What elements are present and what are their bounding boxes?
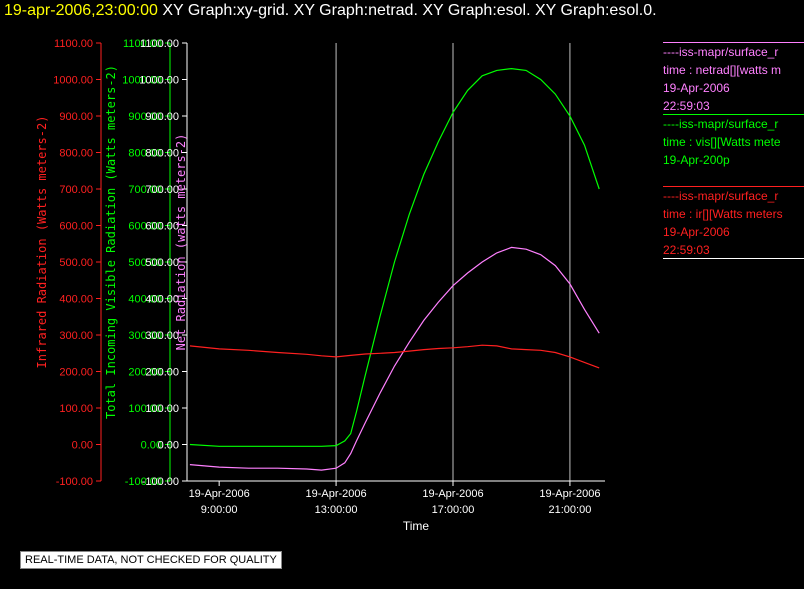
legend-netrad: ----iss-mapr/surface_r time : netrad[][w…: [663, 42, 804, 115]
tick-label-vis-5: 400.00: [128, 294, 162, 306]
legend-ir-source: ----iss-mapr/surface_r: [663, 189, 779, 203]
tick-label-ir-6: 500.00: [59, 257, 93, 269]
tick-label-net-0: -100.00: [142, 476, 179, 488]
tick-label-vis-2: 100.00: [128, 403, 162, 415]
tick-label-x-time-1: 13:00:00: [315, 504, 358, 516]
tick-label-ir-7: 600.00: [59, 221, 93, 233]
legend-netrad-date: 19-Apr-2006: [663, 81, 730, 95]
tick-label-ir-3: 200.00: [59, 367, 93, 379]
tick-label-vis-12: 1100.00: [123, 38, 162, 50]
quality-notice: REAL-TIME DATA, NOT CHECKED FOR QUALITY: [20, 551, 282, 569]
series-ir: [189, 344, 600, 369]
tick-label-vis-4: 300.00: [128, 330, 162, 342]
tick-label-ir-2: 100.00: [59, 403, 93, 415]
legend-netrad-time: 22:59:03: [663, 99, 710, 113]
tick-label-net-6: 500.00: [145, 257, 179, 269]
legend-esol-date: 19-Apr-200p: [663, 153, 730, 167]
tick-label-net-8: 700.00: [145, 184, 179, 196]
tick-label-x-time-2: 17:00:00: [432, 504, 475, 516]
tick-label-ir-8: 700.00: [59, 184, 93, 196]
axis-label-net: Net Radiation (watts meters-2): [174, 134, 188, 351]
tick-label-net-1: 0.00: [158, 440, 179, 452]
tick-label-vis-10: 900.00: [128, 111, 162, 123]
tick-label-net-3: 200.00: [145, 367, 179, 379]
tick-label-net-7: 600.00: [145, 221, 179, 233]
tick-label-vis-11: 1000.00: [122, 75, 162, 87]
tick-label-net-4: 300.00: [145, 330, 179, 342]
tick-label-vis-0: -100.00: [125, 476, 162, 488]
legend-divider: [663, 258, 804, 259]
tick-label-vis-1: 0.00: [141, 440, 162, 452]
tick-label-ir-10: 900.00: [59, 111, 93, 123]
legend-netrad-variable: time : netrad[][watts m: [663, 63, 782, 77]
legend-ir-date: 19-Apr-2006: [663, 225, 730, 239]
tick-label-x-date-1: 19-Apr-2006: [305, 488, 366, 500]
tick-label-vis-3: 200.00: [128, 367, 162, 379]
tick-label-vis-9: 800.00: [128, 148, 162, 160]
tick-label-x-date-0: 19-Apr-2006: [189, 488, 250, 500]
axis-label-vis: Total Incoming Visible Radiation (Watts …: [104, 65, 118, 419]
tick-label-x-time-3: 21:00:00: [549, 504, 592, 516]
legend-esol-time: [663, 169, 804, 187]
tick-label-ir-0: -100.00: [56, 476, 93, 488]
title-bar: 19-apr-2006,23:00:00 XY Graph:xy-grid. X…: [4, 2, 657, 20]
graph-names: XY Graph:xy-grid. XY Graph:netrad. XY Gr…: [162, 2, 657, 19]
tick-label-ir-1: 0.00: [72, 440, 93, 452]
tick-label-vis-7: 600.00: [128, 221, 162, 233]
tick-label-x-date-2: 19-Apr-2006: [422, 488, 483, 500]
legend-ir: ----iss-mapr/surface_r time : ir[][Watts…: [663, 186, 804, 259]
tick-label-net-2: 100.00: [145, 403, 179, 415]
tick-label-vis-6: 500.00: [128, 257, 162, 269]
tick-label-ir-4: 300.00: [59, 330, 93, 342]
legend-netrad-source: ----iss-mapr/surface_r: [663, 45, 779, 59]
tick-label-vis-8: 700.00: [128, 184, 162, 196]
tick-label-net-11: 1000.00: [139, 75, 179, 87]
legend-esol-variable: time : vis[][Watts mete: [663, 135, 781, 149]
tick-label-ir-5: 400.00: [59, 294, 93, 306]
tick-label-net-10: 900.00: [145, 111, 179, 123]
legend-ir-variable: time : ir[][Watts meters: [663, 207, 783, 221]
tick-label-ir-12: 1100.00: [54, 38, 93, 50]
tick-label-x-time-0: 9:00:00: [201, 504, 238, 516]
legend-esol-source: ----iss-mapr/surface_r: [663, 117, 779, 131]
tick-label-net-9: 800.00: [145, 148, 179, 160]
tick-label-net-5: 400.00: [145, 294, 179, 306]
timestamp: 19-apr-2006,23:00:00: [4, 2, 158, 19]
tick-label-ir-11: 1000.00: [53, 75, 93, 87]
series-net: [189, 246, 600, 471]
tick-label-net-12: 1100.00: [140, 38, 179, 50]
legend-ir-time: 22:59:03: [663, 243, 710, 257]
x-axis-label: Time: [403, 519, 430, 533]
tick-label-x-date-3: 19-Apr-2006: [539, 488, 600, 500]
axis-label-ir: Infrared Radiation (Watts meters-2): [35, 116, 49, 369]
series-vis: [189, 67, 600, 447]
tick-label-ir-9: 800.00: [59, 148, 93, 160]
legend-esol: ----iss-mapr/surface_r time : vis[][Watt…: [663, 114, 804, 187]
